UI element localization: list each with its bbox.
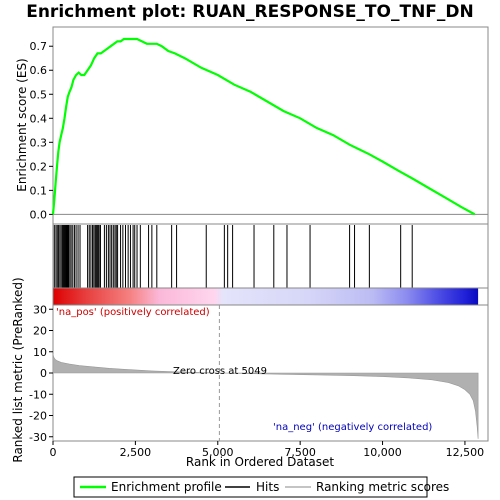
legend-label-hits: Hits bbox=[256, 480, 279, 494]
es-y-tick-label: 0.7 bbox=[30, 40, 48, 53]
metric-y-tick-label: -10 bbox=[29, 388, 47, 401]
es-y-tick-label: 0.1 bbox=[30, 184, 48, 197]
metric-y-tick-label: 20 bbox=[33, 325, 47, 338]
es-curve-line bbox=[51, 37, 476, 216]
legend-label-metric: Ranking metric scores bbox=[316, 480, 449, 494]
metric-y-axis: -30 -20 -10 0 10 20 30 bbox=[29, 303, 53, 444]
es-y-axis: 0.0 0.1 0.2 0.3 0.4 0.5 0.6 0.7 bbox=[30, 40, 53, 221]
es-y-tick-label: 0.3 bbox=[30, 136, 48, 149]
es-panel: 0.0 0.1 0.2 0.3 0.4 0.5 0.6 0.7 Enrichment scor… bbox=[15, 26, 489, 225]
metric-x-tick-label: 5,000 bbox=[202, 446, 234, 459]
legend: Enrichment profile Hits Ranking metric s… bbox=[73, 476, 449, 498]
metric-x-tick-label: 0 bbox=[50, 446, 57, 459]
x-axis-label: Rank in Ordered Dataset bbox=[186, 455, 334, 469]
legend-label-enrichment: Enrichment profile bbox=[111, 480, 222, 494]
metric-y-axis-label: Ranked list metric (PreRanked) bbox=[11, 277, 25, 462]
chart-title: Enrichment plot: RUAN_RESPONSE_TO_TNF_DN bbox=[26, 2, 474, 22]
es-y-tick-label: 0.5 bbox=[30, 88, 48, 101]
positive-correlation-label: 'na_pos' (positively correlated) bbox=[56, 307, 210, 318]
hits-panel bbox=[52, 223, 489, 289]
zero-cross-label: Zero cross at 5049 bbox=[173, 366, 267, 377]
metric-x-axis: 0 2,500 5,000 7,500 10,000 12,500 bbox=[50, 441, 485, 459]
metric-x-tick-label: 2,500 bbox=[120, 446, 152, 459]
metric-x-tick-label: 7,500 bbox=[284, 446, 316, 459]
metric-area-fill bbox=[52, 353, 479, 439]
es-y-tick-label: 0.0 bbox=[30, 208, 48, 221]
negative-correlation-label: 'na_neg' (negatively correlated) bbox=[273, 422, 432, 433]
metric-y-tick-label: 10 bbox=[33, 346, 47, 359]
colorbar-gradient bbox=[53, 288, 479, 305]
metric-area-group bbox=[52, 353, 479, 439]
es-y-tick-label: 0.6 bbox=[30, 64, 48, 77]
hits-plot-frame bbox=[52, 223, 489, 289]
es-y-axis-label: Enrichment score (ES) bbox=[15, 58, 29, 191]
metric-y-tick-label: 0 bbox=[40, 367, 47, 380]
metric-y-tick-label: 30 bbox=[33, 303, 47, 316]
es-y-tick-label: 0.2 bbox=[30, 160, 48, 173]
metric-x-tick-label: 12,500 bbox=[446, 446, 485, 459]
metric-y-tick-label: -30 bbox=[29, 431, 47, 444]
es-curve-group bbox=[51, 37, 488, 216]
metric-x-tick-label: 10,000 bbox=[363, 446, 402, 459]
legend-box bbox=[73, 476, 428, 498]
metric-panel: -30 -20 -10 0 10 20 30 0 2,500 5,000 7,500 10,000 1… bbox=[11, 277, 489, 469]
es-y-tick-label: 0.4 bbox=[30, 112, 48, 125]
metric-y-tick-label: -20 bbox=[29, 410, 47, 423]
hits-lines-group bbox=[53, 225, 413, 288]
es-plot-frame bbox=[52, 26, 489, 225]
rank-colorbar bbox=[52, 287, 489, 306]
